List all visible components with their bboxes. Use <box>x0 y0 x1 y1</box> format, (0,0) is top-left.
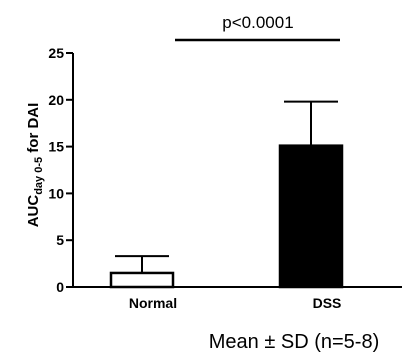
y-tick-label: 20 <box>48 92 64 108</box>
y-tick-label: 25 <box>48 45 64 61</box>
bar-normal <box>109 271 175 289</box>
footnote: Mean ± SD (n=5-8) <box>209 331 380 353</box>
y-axis-label-rest: for DAI <box>25 103 42 157</box>
y-tick-label: 0 <box>56 279 64 295</box>
y-axis-ticks: 0 5 10 15 20 25 <box>48 45 73 295</box>
y-axis-label-sub: day 0-5 <box>33 157 45 195</box>
y-axis-label: AUCday 0-5 for DAI <box>25 103 45 228</box>
y-tick-label: 5 <box>56 232 64 248</box>
significance-label: p<0.0001 <box>222 13 293 32</box>
bar-dss <box>278 144 344 289</box>
y-tick-label: 15 <box>48 139 64 155</box>
y-axis-label-main: AUC <box>25 195 42 228</box>
bars <box>109 100 344 289</box>
category-label-normal: Normal <box>129 295 177 311</box>
y-tick-label: 10 <box>48 185 64 201</box>
category-label-dss: DSS <box>313 295 342 311</box>
